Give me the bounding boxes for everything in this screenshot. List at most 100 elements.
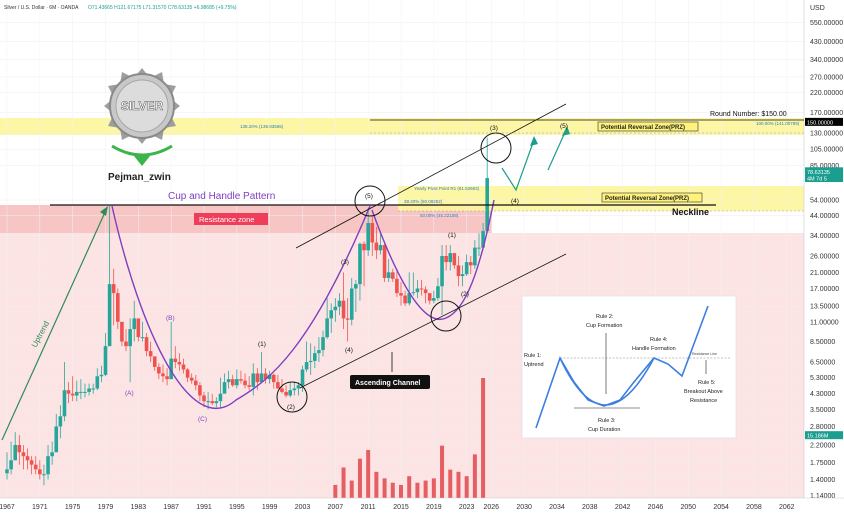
inset-resistance-label: Resistance Line	[692, 352, 717, 356]
logo-text: SILVER	[121, 99, 164, 113]
candle	[148, 341, 153, 363]
price-badge	[805, 167, 843, 176]
pivot-label: Yearly Pivot Point R1 (61.52683)	[414, 186, 480, 191]
candle	[66, 382, 71, 404]
candle	[296, 382, 301, 396]
time-tick-label: 2019	[426, 504, 442, 511]
inset-rule5: Rule 5:	[698, 380, 716, 386]
round-number-label: Round Number: $150.00	[710, 111, 787, 118]
time-tick-label: 1983	[131, 504, 147, 511]
candle	[165, 368, 169, 386]
candle	[210, 393, 215, 406]
candle	[91, 383, 95, 394]
inset-cup-curve	[559, 357, 655, 406]
candle	[263, 368, 268, 384]
candle	[300, 365, 305, 392]
price-tick-label: 8.50000	[810, 339, 835, 346]
price-badge	[805, 117, 843, 126]
candle	[13, 432, 18, 461]
wave-c: (C)	[198, 416, 207, 423]
wave-a: (A)	[125, 390, 134, 397]
candle	[390, 268, 395, 283]
price-tick-label: 6.50000	[810, 360, 835, 367]
candle	[169, 321, 173, 380]
price-tick-label: 130.00000	[810, 130, 843, 137]
time-tick-label: 2054	[713, 504, 729, 511]
candle	[444, 245, 448, 271]
prz1-box	[597, 121, 699, 132]
uptrend-line	[1, 209, 107, 441]
candle	[333, 298, 338, 322]
price-tick-label: 105.00000	[810, 147, 843, 154]
volume-bar	[399, 484, 403, 498]
wave-5b: (5)	[560, 123, 568, 130]
candle	[173, 346, 178, 369]
logo-arrow	[134, 156, 150, 166]
ascending-channel-label: Ascending Channel	[355, 380, 420, 387]
candle	[329, 303, 334, 334]
candle	[345, 298, 350, 342]
inset-rule5b: Breakout Above	[684, 389, 723, 395]
price-tick-label: 85.00000	[810, 163, 839, 170]
candle	[38, 460, 42, 480]
time-axis-ticks: 1967 1971 1975 1979 1983 1987 1991 1995 1999 2003…	[0, 504, 795, 511]
time-tick-label: 2007	[328, 504, 344, 511]
candle	[325, 298, 329, 339]
candle	[107, 205, 112, 347]
price-tick-label: 17.00000	[810, 286, 839, 293]
time-tick-label: 1995	[229, 504, 245, 511]
inset-rule2b: Cup Formation	[586, 323, 622, 329]
candle	[403, 290, 407, 307]
candle	[432, 290, 436, 304]
price-tick-label: 1.75000	[810, 460, 835, 467]
wave-4b: (4)	[511, 198, 519, 205]
inset-rule4: Rule 4:	[650, 337, 668, 343]
resistance-zone-label: Resistance zone	[199, 215, 254, 224]
candle	[193, 374, 198, 391]
prz1-label: Potential Reversal Zone(PRZ)	[601, 125, 685, 131]
candle	[230, 374, 235, 387]
channel-lower-line	[299, 253, 567, 389]
candle	[259, 352, 264, 383]
candle	[271, 373, 276, 389]
time-tick-label: 2030	[516, 504, 532, 511]
candle	[460, 265, 465, 287]
price-tick-label: 1.40000	[810, 477, 835, 484]
price-tick-label: 340.00000	[810, 57, 843, 64]
wave-3a: (3)	[341, 259, 349, 266]
handle-curve	[371, 199, 495, 321]
symbol-line: Silver / U.S. Dollar · 6M · OANDA	[4, 5, 79, 11]
channel-upper-line	[295, 103, 567, 249]
price-tick-label: 270.00000	[810, 74, 843, 81]
inset-rule3: Rule 3:	[598, 418, 616, 424]
candle	[189, 373, 194, 384]
wave-4a: (4)	[345, 347, 353, 354]
candle	[473, 240, 477, 269]
wave-2b: (2)	[461, 291, 469, 298]
price-axis-panel	[804, 0, 844, 498]
cup-curve	[111, 205, 371, 409]
time-tick-label: 2023	[459, 504, 475, 511]
time-tick-label: 1999	[262, 504, 278, 511]
candle	[79, 379, 83, 400]
cup-handle-label: Cup and Handle Pattern	[168, 191, 275, 202]
candle	[382, 242, 387, 283]
price-badge-label: 4M 7d 5	[807, 177, 827, 183]
candle	[292, 382, 297, 396]
volume-bars	[333, 378, 486, 498]
candle	[374, 226, 379, 259]
price-tick-label: 550.00000	[810, 20, 843, 27]
candle	[251, 363, 256, 396]
candle	[95, 368, 100, 391]
candle	[140, 321, 145, 342]
candle	[317, 337, 321, 363]
price-tick-label: 2.20000	[810, 442, 835, 449]
candle	[83, 383, 87, 398]
price-tick-label: 11.00000	[810, 319, 839, 326]
price-badge-label: 15.186M	[807, 434, 829, 440]
wave-2a: (2)	[287, 404, 295, 411]
silver-logo: SILVER	[104, 68, 180, 166]
candle	[46, 444, 50, 480]
ohlc-readout: O71.43665 H121.67175 L71.31570 C78.63135…	[88, 5, 237, 11]
